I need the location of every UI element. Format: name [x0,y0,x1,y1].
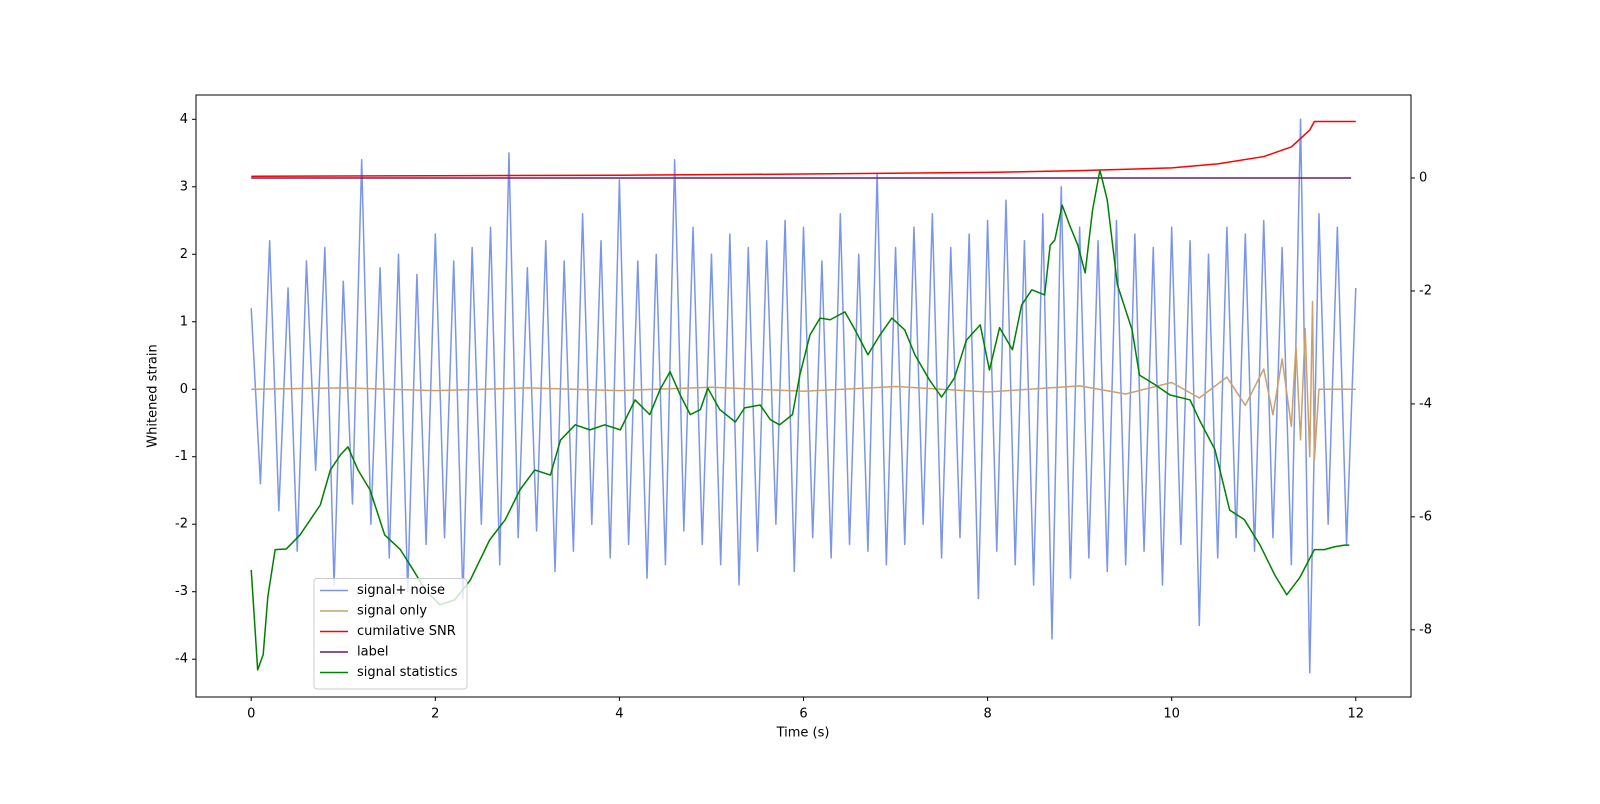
y2-tick-label: -6 [1419,509,1432,524]
series-line [251,300,1356,461]
y2-tick-label: -8 [1419,622,1432,637]
series-line [251,120,1356,178]
x-axis-label: Time (s) [776,726,830,741]
x-tick-label: 4 [615,707,623,722]
plot-frame [195,94,1412,698]
y-tick-label: -4 [175,652,188,667]
legend-box [313,578,468,690]
x-tick-label: 10 [1163,707,1180,722]
y2-tick-label: 0 [1419,171,1427,186]
legend-label: cumilative SNR [357,624,456,639]
y-axis-label: Whitened strain [146,344,161,447]
legend-label: signal statistics [357,665,458,680]
y-tick-label: -3 [175,584,188,599]
legend-label: signal only [357,604,427,619]
legend-label: signal+ noise [357,583,445,598]
x-tick-label: 6 [799,707,807,722]
x-tick-label: 0 [247,707,255,722]
y2-tick-label: -4 [1419,396,1432,411]
y-tick-label: -1 [175,449,188,464]
x-tick-label: 8 [983,707,991,722]
y-tick-label: 1 [180,314,188,329]
x-tick-label: 2 [431,707,439,722]
y-tick-label: 2 [180,247,188,262]
legend-label: label [357,645,388,660]
x-tick-label: 12 [1347,707,1364,722]
y-tick-label: -2 [175,517,188,532]
series-line [250,118,1357,674]
y-tick-label: 3 [180,179,188,194]
y-tick-label: 4 [180,112,188,127]
y-tick-label: 0 [180,382,188,397]
y2-tick-label: -2 [1419,283,1432,298]
